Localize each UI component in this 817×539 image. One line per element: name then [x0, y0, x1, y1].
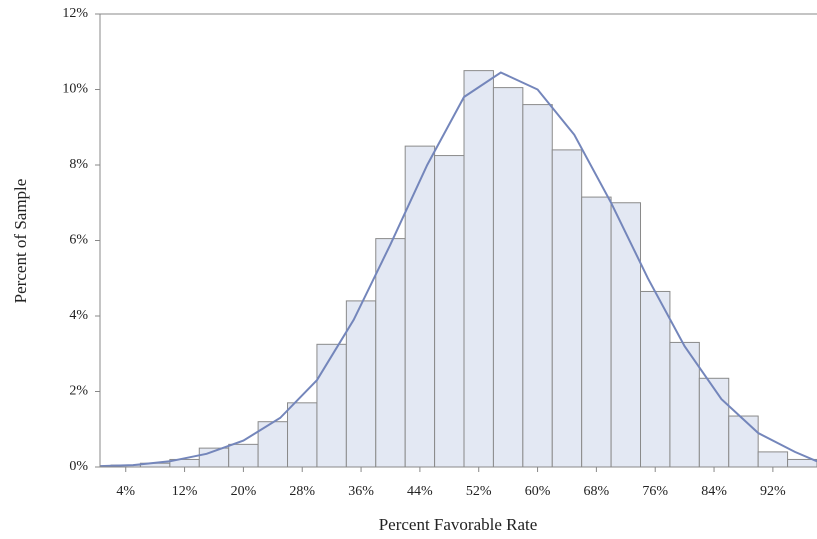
bar: [610, 202, 642, 468]
bar: [287, 402, 318, 468]
bar: [375, 238, 406, 468]
x-tick-label: 60%: [525, 484, 551, 499]
bar: [492, 87, 524, 468]
y-axis-title: Percent of Sample: [11, 179, 30, 304]
bar: [581, 196, 612, 468]
x-tick-label: 52%: [466, 484, 492, 499]
bar: [757, 451, 789, 468]
x-axis-title: Percent Favorable Rate: [379, 515, 538, 534]
x-tick-label: 84%: [701, 484, 727, 499]
x-tick-label: 4%: [116, 484, 135, 499]
bar: [463, 70, 494, 468]
bar: [228, 443, 259, 468]
bar: [728, 415, 759, 468]
y-tick-label: 2%: [69, 384, 88, 399]
bar: [404, 145, 436, 468]
x-tick-label: 28%: [289, 484, 315, 499]
density-curve: [100, 71, 817, 468]
x-tick-label: 20%: [231, 484, 257, 499]
x-tick-label: 68%: [584, 484, 610, 499]
y-tick-label: 12%: [62, 6, 88, 21]
y-tick-label: 6%: [69, 233, 88, 248]
x-tick-label: 76%: [642, 484, 668, 499]
y-tick-label: 0%: [69, 459, 88, 474]
bar: [434, 155, 465, 468]
x-tick-label: 44%: [407, 484, 433, 499]
x-tick-label: 12%: [172, 484, 198, 499]
bar: [551, 149, 583, 468]
y-tick-label: 10%: [62, 82, 88, 97]
y-tick-label: 4%: [69, 308, 88, 323]
bar: [640, 290, 671, 468]
bar: [698, 377, 730, 468]
bar: [522, 104, 553, 468]
plot-area: [100, 70, 817, 468]
y-tick-label: 8%: [69, 157, 88, 172]
bar: [316, 343, 347, 468]
x-tick-label: 36%: [348, 484, 374, 499]
bar: [257, 421, 289, 468]
x-tick-label: 92%: [760, 484, 786, 499]
bar: [787, 458, 817, 468]
